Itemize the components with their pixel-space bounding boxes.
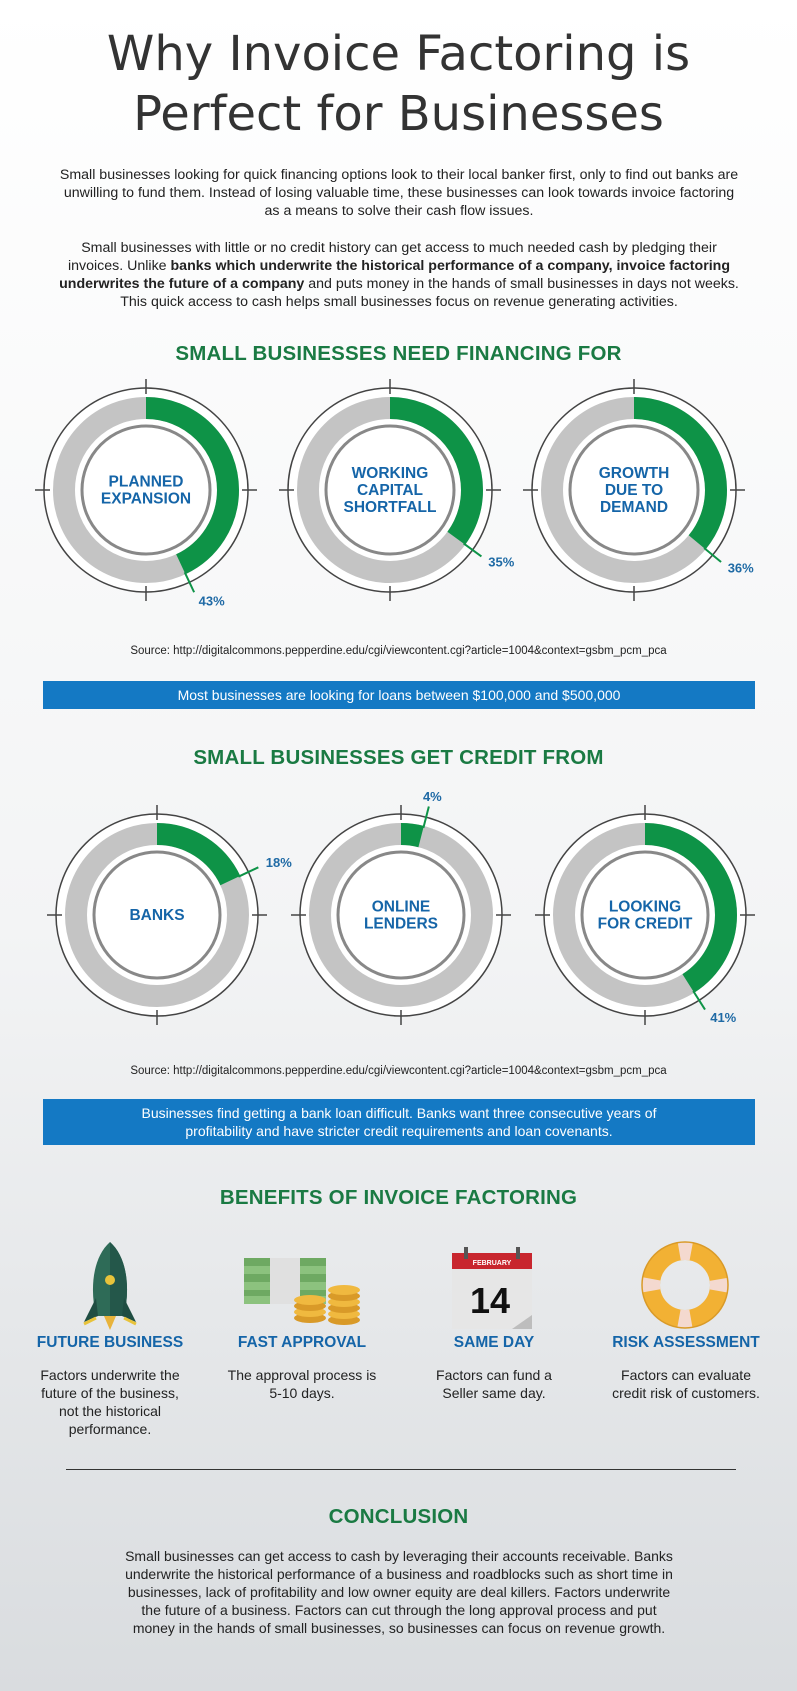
page-title: Why Invoice Factoring is Perfect for Bus… [106, 26, 691, 142]
percent-label: 18% [266, 855, 292, 870]
financing-heading: SMALL BUSINESSES NEED FINANCING FOR [175, 342, 622, 365]
ring-label: PLANNED [109, 474, 184, 491]
ring-label: LENDERS [364, 916, 438, 933]
percent-label: 36% [728, 560, 754, 575]
ring-label: EXPANSION [101, 491, 191, 508]
ring-label: SHORTFALL [344, 499, 437, 516]
ring-label: FOR CREDIT [598, 916, 693, 933]
credit-banner: Businesses find getting a bank loan diff… [43, 1099, 755, 1145]
life-ring-icon [641, 1241, 729, 1329]
ring-label: GROWTH [599, 465, 670, 482]
ring-value-arc [309, 823, 493, 1007]
ring-value-arc [553, 823, 737, 1007]
intro-paragraph-1: Small businesses looking for quick finan… [59, 167, 739, 219]
calendar-month: FEBRUARY [473, 1260, 512, 1267]
pointer-line [422, 806, 430, 829]
conclusion-text: Small businesses can get access to cash … [125, 1548, 673, 1636]
benefit-title: RISK ASSESSMENT [612, 1334, 760, 1351]
benefit-description: The approval process is 5-10 days. [227, 1367, 377, 1401]
credit-source: Source: http://digitalcommons.pepperdine… [130, 1065, 667, 1077]
ring-label: LOOKING [609, 899, 681, 916]
pointer-line [183, 571, 196, 593]
inner-circle [568, 424, 700, 556]
benefit-description: Factors underwrite the future of the busi… [40, 1367, 180, 1437]
benefit-description: Factors can evaluate credit risk of custo… [612, 1367, 760, 1401]
ring-label: DEMAND [600, 499, 668, 516]
calendar-day: 14 [470, 1280, 510, 1321]
credit-heading: SMALL BUSINESSES GET CREDIT FROM [193, 746, 604, 769]
ring-label: DUE TO [605, 482, 663, 499]
rocket-icon [83, 1242, 137, 1330]
cash-and-coins-icon [244, 1258, 360, 1325]
ring-label: BANKS [129, 907, 184, 924]
benefit-description: Factors can fund a Seller same day. [436, 1367, 552, 1401]
calendar-icon: FEBRUARY 14 [452, 1247, 532, 1329]
ring-label: WORKING [352, 465, 429, 482]
credit-ring-0: BANKS 18% [47, 805, 292, 1025]
benefit-title: SAME DAY [453, 1334, 535, 1351]
benefit-title: FAST APPROVAL [237, 1334, 367, 1351]
conclusion-heading: CONCLUSION [328, 1505, 469, 1528]
ring-value-arc [541, 397, 727, 583]
pointer-line [238, 866, 259, 878]
inner-circle [324, 424, 456, 556]
ring-value-arc [65, 823, 249, 1007]
ring-value-arc [53, 397, 239, 583]
inner-circle [80, 424, 212, 556]
percent-label: 41% [710, 1010, 736, 1025]
pointer-line [692, 990, 706, 1011]
financing-banner: Most businesses are looking for loans be… [43, 681, 755, 709]
inner-circle [580, 850, 710, 980]
pointer-line [703, 547, 722, 563]
percent-label: 35% [488, 554, 514, 569]
financing-source: Source: http://digitalcommons.pepperdine… [130, 645, 667, 657]
benefits-heading: BENEFITS OF INVOICE FACTORING [219, 1186, 578, 1209]
benefit-title: FUTURE BUSINESS [36, 1334, 184, 1351]
pointer-line [463, 542, 483, 558]
divider [66, 1469, 736, 1470]
ring-label: ONLINE [372, 899, 431, 916]
ring-label: CAPITAL [357, 482, 423, 499]
inner-circle [336, 850, 466, 980]
percent-label: 43% [199, 593, 225, 608]
inner-circle [92, 850, 222, 980]
ring-value-arc [297, 397, 483, 583]
percent-label: 4% [423, 789, 442, 804]
intro-paragraph-2: Small businesses with little or no credi… [59, 240, 739, 310]
